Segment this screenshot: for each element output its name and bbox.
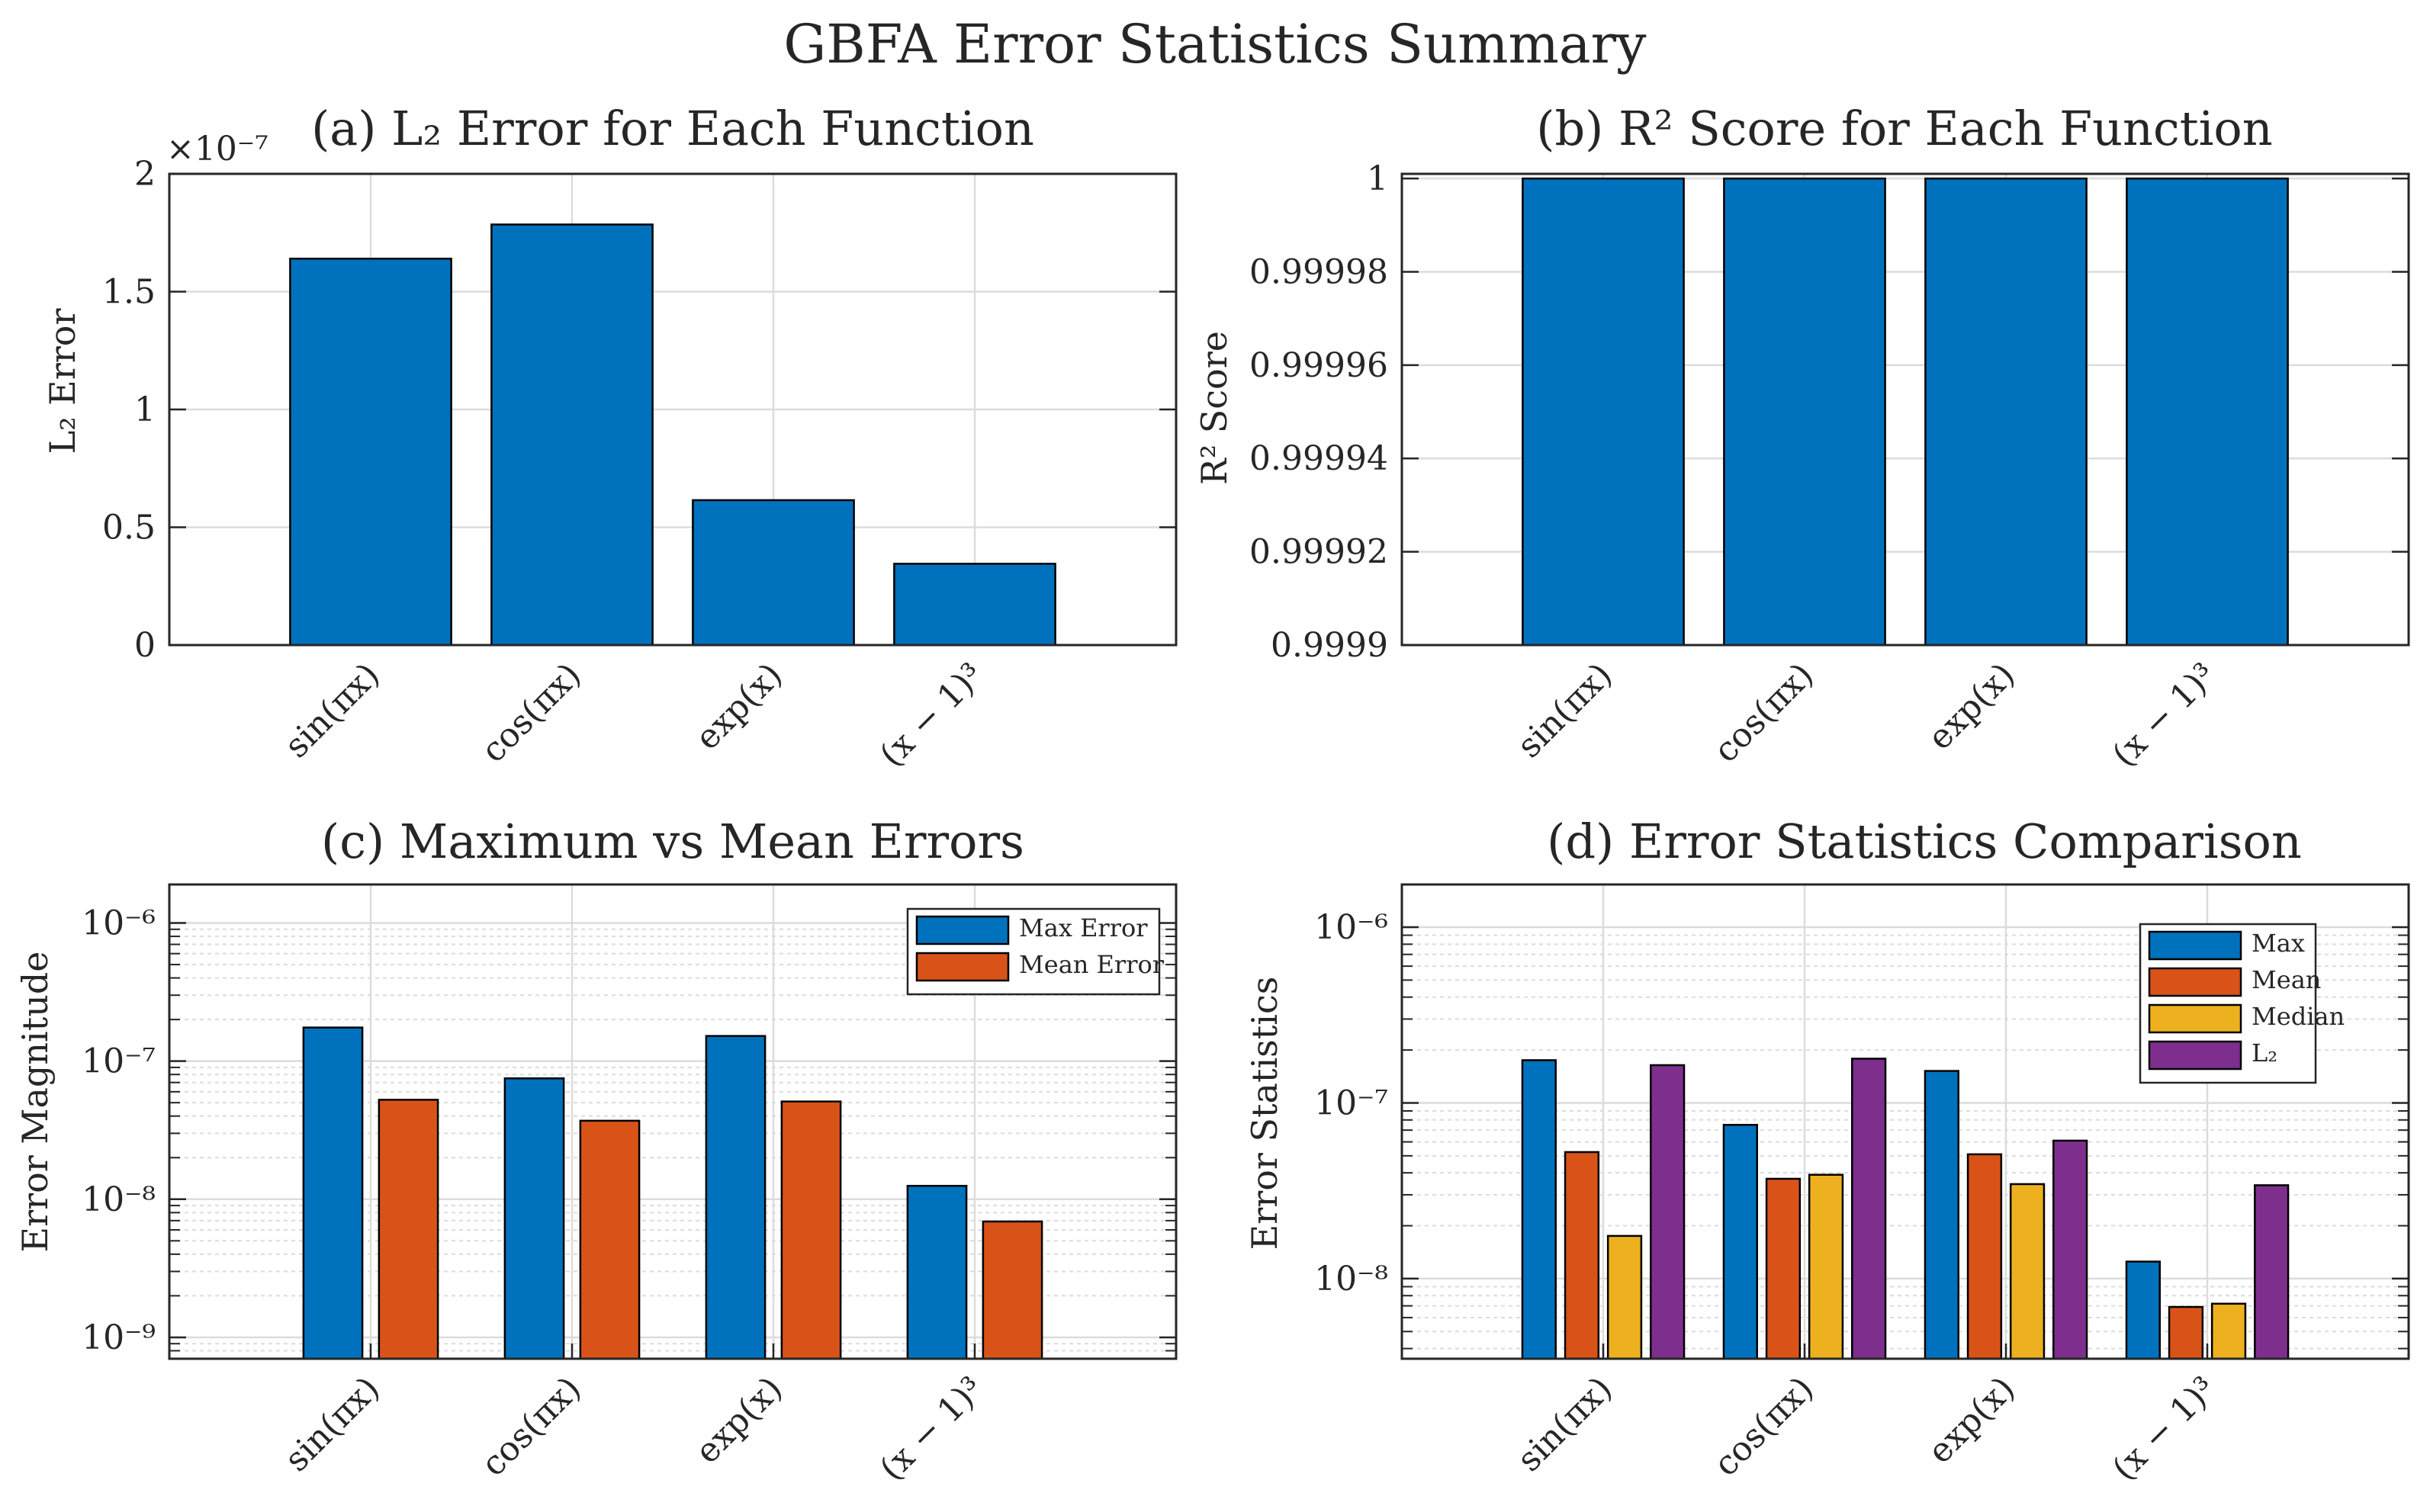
bar-b-s0-c3 [2126,177,2289,647]
y-tick-label: 0.99992 [1249,533,1388,572]
legend-swatch [2148,930,2242,961]
legend-c: Max Error Mean Error [906,907,1165,996]
bar-d-s2-c3 [2210,1302,2247,1360]
bar-a-s0-c1 [490,223,654,647]
bar-c-s0-c1 [503,1077,565,1360]
y-tick-label: 1 [1367,159,1388,198]
x-tick-label: cos(πx) [474,1369,588,1484]
bar-a-s0-c0 [289,257,452,647]
x-tick-label: sin(πx) [277,1369,387,1479]
bar-d-s2-c2 [2009,1183,2046,1360]
bar-d-s0-c0 [1521,1059,1557,1360]
y-tick-label: 0.9999 [1271,626,1388,665]
panel-b-ylabel: R² Score [1194,331,1235,485]
legend-swatch [2148,967,2242,997]
y-tick-label: 10⁻⁶ [1314,908,1388,947]
bar-a-s0-c3 [893,563,1056,647]
x-tick-label: exp(x) [688,1369,790,1472]
bar-d-s2-c0 [1606,1234,1643,1360]
x-tick-label: (x − 1)³ [873,656,992,775]
legend-swatch [915,915,1010,945]
panel-a-exponent-label: ×10⁻⁷ [166,130,268,169]
x-tick-label: sin(πx) [277,656,387,766]
x-tick-label: (x − 1)³ [2105,656,2224,775]
x-tick-label: sin(πx) [1509,1369,1619,1479]
legend-swatch [2148,1003,2242,1034]
bar-d-s0-c2 [1924,1070,1959,1360]
bar-c-s0-c3 [906,1184,968,1360]
y-tick-label: 2 [134,155,156,194]
legend-entry: L₂ [2252,1038,2277,1067]
bar-b-s0-c1 [1723,177,1886,647]
bar-d-s0-c3 [2125,1260,2161,1360]
y-tick-label: 1.5 [102,273,156,312]
panel-a-title: (a) L₂ Error for Each Function [311,101,1034,156]
axes-box [1400,883,2410,1360]
axes-box [168,172,1178,647]
y-tick-label: 10⁻⁹ [82,1318,156,1357]
bar-c-s0-c0 [302,1026,364,1360]
bar-d-s1-c3 [2168,1305,2204,1360]
bar-d-s1-c1 [1765,1177,1802,1360]
panel-c: (c) Maximum vs Mean Errors Error Magnitu… [14,814,1178,1488]
y-tick-label: 0 [134,626,156,665]
legend-entry: Mean Error [1019,950,1165,979]
y-tick-label: 0.5 [102,509,156,547]
y-tick-label: 0.99994 [1249,439,1388,478]
bar-c-s1-c3 [982,1220,1043,1360]
legend-d: Max Mean Median L₂ [2139,923,2345,1084]
legend-entry: Median [2252,1002,2345,1031]
bar-a-s0-c2 [692,499,855,647]
x-tick-label: cos(πx) [1706,1369,1821,1484]
panel-d-title: (d) Error Statistics Comparison [1547,814,2302,869]
legend-entry: Mean [2252,965,2321,994]
bar-c-s1-c2 [780,1100,842,1360]
y-tick-label: 0.99998 [1249,252,1388,291]
x-tick-label: cos(πx) [474,656,588,770]
legend-entry: Max [2252,929,2305,958]
bar-d-s3-c3 [2254,1184,2290,1360]
y-tick-label: 10⁻⁸ [82,1180,156,1219]
panel-b-title: (b) R² Score for Each Function [1536,101,2272,156]
bar-c-s1-c0 [378,1099,439,1360]
bar-d-s3-c2 [2052,1139,2088,1360]
bar-d-s2-c1 [1808,1173,1844,1360]
y-tick-label: 0.99996 [1249,346,1388,385]
bar-d-s3-c1 [1851,1058,1887,1360]
bar-d-s3-c0 [1650,1064,1686,1360]
x-tick-label: exp(x) [1921,1369,2023,1472]
bar-d-s1-c2 [1966,1153,2003,1360]
bar-d-s1-c0 [1564,1151,1600,1360]
y-tick-label: 1 [134,390,156,429]
figure-title: GBFA Error Statistics Summary [783,13,1647,75]
x-tick-label: exp(x) [688,656,790,758]
panel-c-ylabel: Error Magnitude [14,952,56,1253]
legend-entry: Max Error [1019,913,1148,942]
bar-c-s0-c2 [705,1035,767,1360]
x-tick-label: cos(πx) [1706,656,1821,770]
x-tick-label: sin(πx) [1509,656,1619,766]
panel-a-ylabel: L₂ Error [42,309,83,454]
y-tick-label: 10⁻⁶ [82,904,156,942]
panel-a: (a) L₂ Error for Each Function L₂ Error … [42,101,1178,775]
bar-b-s0-c2 [1924,177,2088,647]
panel-d-ylabel: Error Statistics [1244,977,1285,1250]
bar-d-s0-c1 [1722,1124,1758,1360]
bar-b-s0-c0 [1522,177,1685,647]
panel-c-title: (c) Maximum vs Mean Errors [321,814,1024,869]
axes-box [1400,172,2410,647]
x-tick-label: (x − 1)³ [873,1369,992,1488]
y-tick-label: 10⁻⁷ [1314,1083,1388,1122]
legend-swatch [2148,1040,2242,1071]
panel-d: (d) Error Statistics Comparison Error St… [1244,814,2410,1488]
bar-c-s1-c1 [579,1119,641,1360]
x-tick-label: exp(x) [1921,656,2023,758]
legend-swatch [915,952,1010,982]
panel-b: (b) R² Score for Each Function R² Score … [1194,101,2410,775]
y-tick-label: 10⁻⁷ [82,1042,156,1081]
y-tick-label: 10⁻⁸ [1314,1260,1388,1299]
axes-box [168,883,1178,1360]
x-tick-label: (x − 1)³ [2105,1369,2224,1488]
